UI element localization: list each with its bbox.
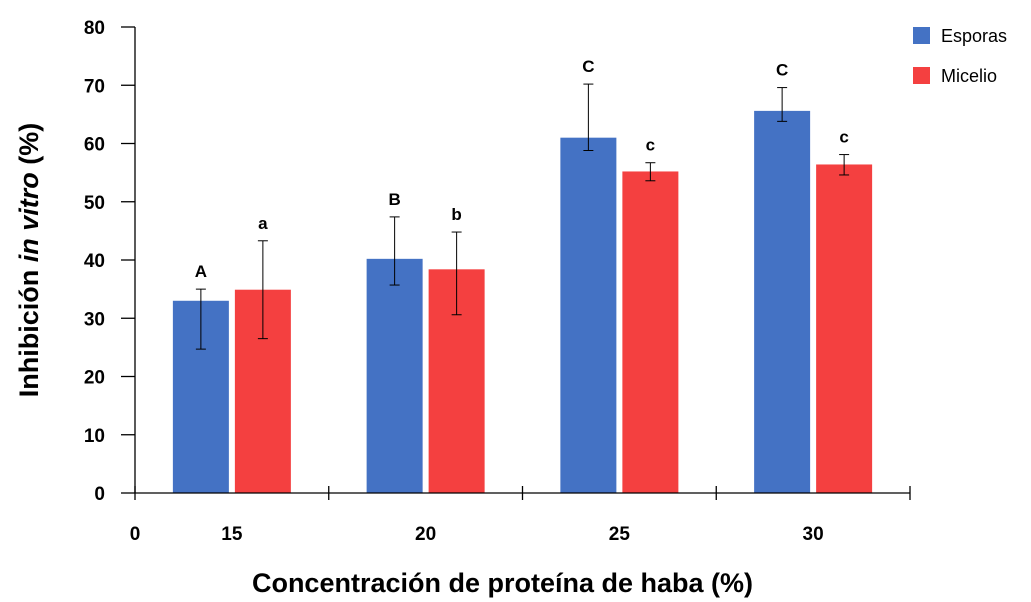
y-tick-label: 10 [84,426,105,447]
x-tick-label: 30 [803,524,824,545]
y-tick-label: 50 [84,193,105,214]
y-axis-title-italic: in vitro [14,172,44,262]
significance-letters-layer: A B C Ca b c c [195,57,849,281]
x-tick-label: 25 [609,524,631,545]
error-bar-esporas-25 [583,83,594,151]
y-tick-label: 20 [84,368,105,389]
y-axis-title-prefix: Inhibición [14,262,44,397]
x-tick-label: 20 [415,524,436,545]
bars-layer [172,110,873,494]
legend: Esporas Micelio [913,26,1007,86]
x-ticks-layer: 15 20 25 30 [134,486,911,545]
error-bar-esporas-15 [195,288,206,350]
y-ticks-layer: 0 10 20 30 40 50 60 70 80 [84,18,135,505]
legend-swatch-micelio [913,67,930,84]
error-bar-micelio-15 [257,240,268,340]
x-origin-tick-label: 0 [130,524,141,545]
y-tick-label: 40 [84,251,105,272]
significance-letter: C [582,57,594,76]
significance-letter: b [451,205,461,224]
y-tick-label: 30 [84,309,105,330]
error-bar-micelio-25 [645,162,656,182]
y-tick-label: 0 [94,484,105,505]
bar-micelio-30 [816,164,873,493]
legend-swatch-esporas [913,27,930,44]
bar-esporas-30 [754,110,811,493]
y-tick-label: 70 [84,76,105,97]
error-bars-layer [195,83,850,350]
significance-letter: C [776,61,788,80]
x-tick-label: 15 [221,524,243,545]
error-bar-esporas-20 [389,216,400,286]
significance-letter: c [646,136,655,155]
error-bar-esporas-30 [777,87,788,122]
error-bar-micelio-20 [451,231,462,316]
significance-letter: A [195,262,207,281]
significance-letter: c [839,128,848,147]
y-axis-title: Inhibición in vitro (%) [14,123,44,398]
bar-esporas-20 [366,258,423,493]
y-axis-title-suffix: (%) [14,123,44,173]
significance-letter: B [388,190,400,209]
bar-micelio-25 [622,171,679,493]
error-bar-micelio-30 [839,154,850,176]
y-tick-label: 60 [84,135,105,156]
legend-label-esporas: Esporas [941,26,1007,46]
x-axis-title: Concentración de proteína de haba (%) [252,568,753,598]
significance-letter: a [258,214,268,233]
bar-esporas-25 [560,137,617,494]
y-tick-label: 80 [84,18,105,39]
legend-label-micelio: Micelio [941,66,997,86]
